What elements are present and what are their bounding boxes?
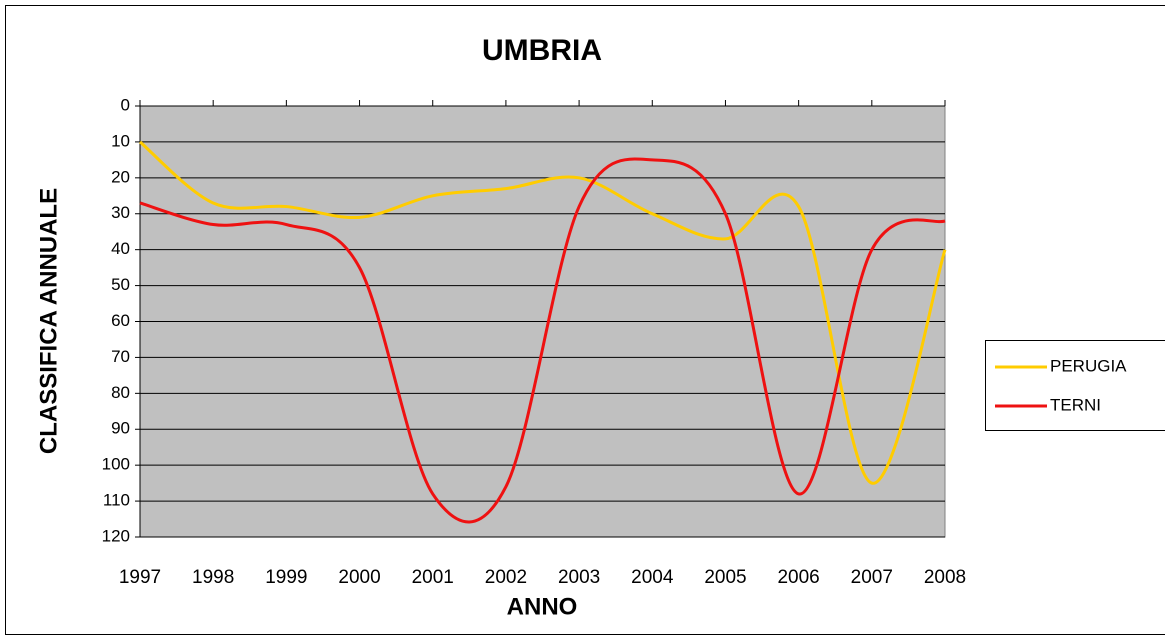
- y-tick-label: 110: [103, 491, 130, 510]
- x-tick-label: 2006: [777, 567, 819, 588]
- x-tick-label: 2003: [558, 567, 600, 588]
- y-tick-label: 0: [121, 95, 130, 114]
- y-tick-label: 60: [111, 311, 130, 330]
- line-series: [139, 140, 947, 485]
- y-tick-label: 10: [111, 131, 130, 150]
- x-axis-label: ANNO: [507, 593, 578, 620]
- x-tick-label: 2000: [338, 567, 380, 588]
- legend-label: PERUGIA: [1050, 356, 1127, 375]
- x-tick-label: 2004: [631, 567, 674, 588]
- line-series: [139, 157, 946, 524]
- x-tick-label: 2002: [485, 567, 527, 588]
- x-tick-label: 1998: [192, 567, 234, 588]
- y-tick-label: 20: [111, 167, 130, 186]
- legend-label: TERNI: [1050, 395, 1101, 414]
- x-tick-label: 2008: [924, 567, 966, 588]
- y-tick-label: 90: [111, 419, 130, 438]
- y-tick-label: 30: [111, 203, 130, 222]
- y-tick-label: 100: [102, 455, 130, 474]
- legend-box: [985, 340, 1165, 431]
- x-tick-label: 2005: [704, 567, 746, 588]
- y-tick-label: 50: [111, 275, 130, 294]
- x-tick-label: 1999: [265, 567, 307, 588]
- x-tick-label: 2001: [412, 567, 454, 588]
- y-tick-label: 120: [102, 526, 130, 545]
- y-axis-label: CLASSIFICA ANNUALE: [35, 188, 62, 454]
- y-tick-label: 40: [111, 239, 130, 258]
- x-tick-label: 1997: [119, 567, 161, 588]
- chart-title: UMBRIA: [482, 34, 602, 67]
- y-tick-label: 80: [111, 383, 130, 402]
- y-tick-label: 70: [111, 347, 130, 366]
- x-tick-label: 2007: [851, 567, 893, 588]
